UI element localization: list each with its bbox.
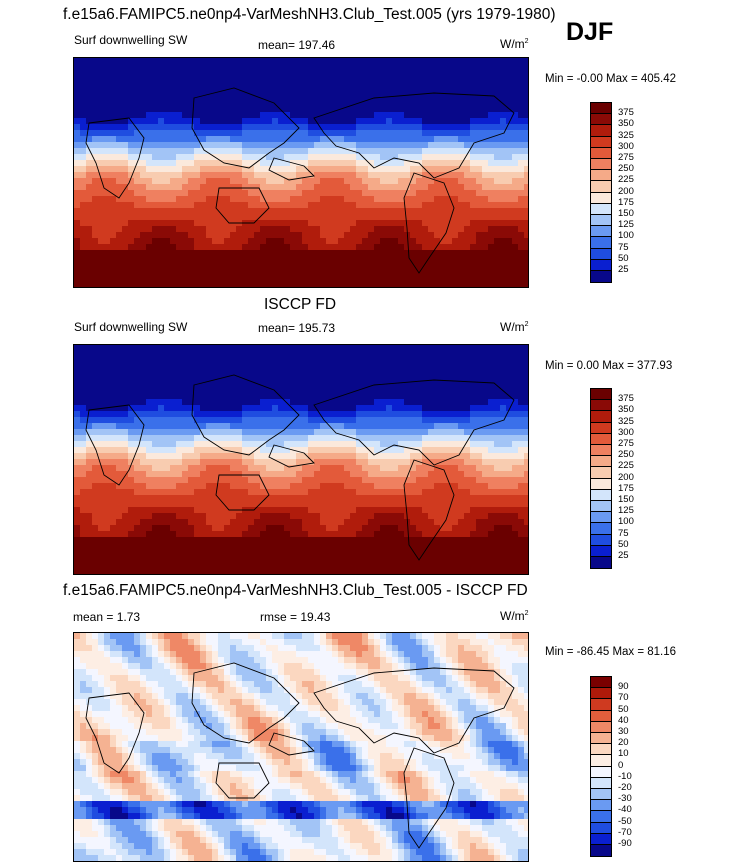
colorbar-tick-label: -10 bbox=[618, 770, 632, 782]
map-field bbox=[74, 633, 528, 861]
colorbar-tick-label: 200 bbox=[618, 185, 634, 197]
colorbar-tick-label: 325 bbox=[618, 415, 634, 427]
colorbar-tick-label: 175 bbox=[618, 482, 634, 494]
colorbar-tick-label: 350 bbox=[618, 118, 634, 130]
colorbar-tick-label: -70 bbox=[618, 826, 632, 838]
panel1-mean: mean= 197.46 bbox=[258, 38, 336, 52]
colorbar-tick-label: 70 bbox=[618, 692, 629, 704]
panel3-minmax: Min = -86.45 Max = 81.16 bbox=[545, 646, 677, 658]
colorbar-tick-label: 225 bbox=[618, 460, 634, 472]
colorbar-tick-label: 250 bbox=[618, 163, 634, 175]
panel2-variable: Surf downwelling SW bbox=[74, 320, 188, 334]
coastline bbox=[85, 117, 145, 199]
coastline bbox=[85, 692, 145, 774]
colorbar-tick-label: 20 bbox=[618, 737, 629, 749]
colorbar-tick-label: 200 bbox=[618, 471, 634, 483]
colorbar-tick-label: 90 bbox=[618, 681, 629, 693]
coastline bbox=[191, 374, 300, 456]
colorbar-tick-label: 25 bbox=[618, 264, 629, 275]
coastline bbox=[191, 662, 300, 744]
coastline bbox=[403, 747, 455, 849]
panel2-heading: ISCCP FD bbox=[264, 296, 337, 313]
colorbar-tick-label: 325 bbox=[618, 129, 634, 141]
map-field bbox=[74, 58, 528, 287]
colorbar-tick-label: -50 bbox=[618, 815, 632, 827]
panel3-rmse: rmse = 19.43 bbox=[260, 610, 331, 624]
colorbar-tick-label: 375 bbox=[618, 107, 634, 119]
colorbar-tick-label: 30 bbox=[618, 726, 629, 737]
colorbar-tick-label: 125 bbox=[618, 505, 634, 517]
colorbar-tick-label: 225 bbox=[618, 174, 634, 186]
panel1-variable: Surf downwelling SW bbox=[74, 33, 188, 47]
colorbar-tick-label: 75 bbox=[618, 241, 629, 253]
colorbar-tick-label: 250 bbox=[618, 449, 634, 461]
coastline bbox=[268, 732, 315, 756]
colorbar-tick-label: 50 bbox=[618, 538, 629, 550]
panel3-mean: mean = 1.73 bbox=[73, 610, 141, 624]
coastline bbox=[268, 444, 315, 468]
figure-title: f.e15a6.FAMIPC5.ne0np4-VarMeshNH3.Club_T… bbox=[63, 6, 556, 23]
colorbar-tick-label: 0 bbox=[618, 759, 624, 771]
colorbar-tick-label: 275 bbox=[618, 438, 634, 449]
colorbar-tick-label: -90 bbox=[618, 838, 632, 849]
coastline bbox=[85, 404, 145, 486]
coastline bbox=[313, 92, 515, 179]
panel1-map bbox=[73, 57, 529, 288]
colorbar-tick-label: 25 bbox=[618, 550, 629, 561]
coastline bbox=[313, 667, 515, 754]
colorbar-swatch bbox=[590, 270, 612, 284]
colorbar-swatch bbox=[590, 844, 612, 858]
colorbar-tick-label: 40 bbox=[618, 714, 629, 726]
panel2-minmax: Min = 0.00 Max = 377.93 bbox=[545, 360, 673, 372]
colorbar-tick-label: 150 bbox=[618, 208, 634, 219]
colorbar-tick-label: -30 bbox=[618, 793, 632, 805]
panel2-map bbox=[73, 344, 529, 575]
coastline bbox=[215, 187, 270, 224]
colorbar-tick-label: 300 bbox=[618, 426, 634, 438]
colorbar-tick-label: 10 bbox=[618, 748, 629, 760]
map-field bbox=[74, 345, 528, 574]
panel3-map bbox=[73, 632, 529, 862]
colorbar-swatch bbox=[590, 556, 612, 570]
colorbar-tick-label: 100 bbox=[618, 516, 634, 528]
colorbar-tick-label: 50 bbox=[618, 703, 629, 715]
colorbar-tick-label: 125 bbox=[618, 219, 634, 231]
coastline bbox=[403, 459, 455, 561]
colorbar-tick-label: 350 bbox=[618, 404, 634, 416]
colorbar-tick-label: -20 bbox=[618, 782, 632, 793]
colorbar-tick-label: 150 bbox=[618, 494, 634, 505]
colorbar-tick-label: 50 bbox=[618, 252, 629, 264]
colorbar-tick-label: 375 bbox=[618, 393, 634, 405]
panel3-units: W/m2 bbox=[500, 609, 529, 623]
colorbar-tick-label: 75 bbox=[618, 527, 629, 539]
colorbar-tick-label: 275 bbox=[618, 152, 634, 163]
coastline bbox=[215, 762, 270, 799]
season-label: DJF bbox=[566, 18, 614, 46]
colorbar-tick-label: -40 bbox=[618, 804, 632, 816]
panel3-heading: f.e15a6.FAMIPC5.ne0np4-VarMeshNH3.Club_T… bbox=[63, 582, 528, 599]
coastline bbox=[268, 157, 315, 181]
panel2-mean: mean= 195.73 bbox=[258, 321, 336, 335]
colorbar-tick-label: 100 bbox=[618, 230, 634, 242]
coastline bbox=[313, 379, 515, 466]
coastline bbox=[215, 474, 270, 511]
colorbar-tick-label: 300 bbox=[618, 140, 634, 152]
panel1-minmax: Min = -0.00 Max = 405.42 bbox=[545, 73, 677, 85]
panel1-units: W/m2 bbox=[500, 37, 529, 51]
coastline bbox=[191, 87, 300, 169]
panel2-units: W/m2 bbox=[500, 320, 529, 334]
colorbar-tick-label: 175 bbox=[618, 196, 634, 208]
coastline bbox=[403, 172, 455, 274]
